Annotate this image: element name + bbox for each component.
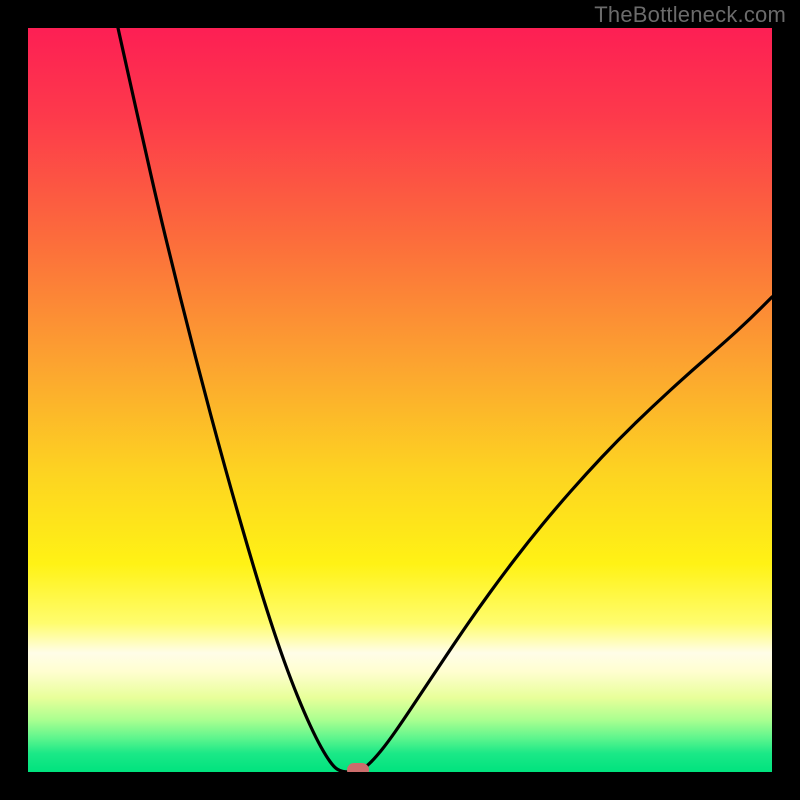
chart-frame: TheBottleneck.com	[0, 0, 800, 800]
plot-area	[28, 28, 772, 772]
valley-marker	[347, 763, 369, 772]
watermark-text: TheBottleneck.com	[594, 2, 786, 28]
bottleneck-chart	[28, 28, 772, 772]
